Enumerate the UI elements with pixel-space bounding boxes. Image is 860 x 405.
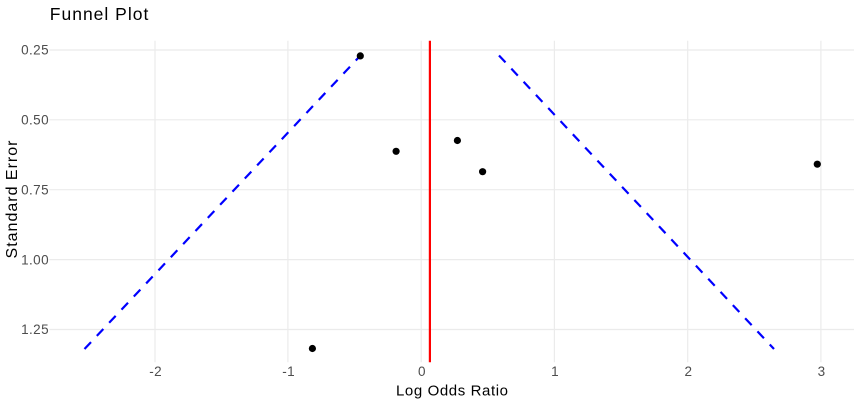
svg-text:Funnel Plot: Funnel Plot bbox=[50, 4, 150, 24]
svg-text:2: 2 bbox=[684, 364, 692, 379]
svg-text:1.00: 1.00 bbox=[21, 252, 49, 267]
svg-text:Standard Error: Standard Error bbox=[4, 140, 21, 259]
svg-text:Log Odds Ratio: Log Odds Ratio bbox=[396, 383, 509, 400]
svg-text:0.25: 0.25 bbox=[21, 43, 49, 58]
svg-text:1: 1 bbox=[551, 364, 559, 379]
svg-text:0.50: 0.50 bbox=[21, 113, 49, 128]
svg-text:-2: -2 bbox=[149, 364, 162, 379]
svg-text:0.75: 0.75 bbox=[21, 182, 49, 197]
svg-text:-1: -1 bbox=[282, 364, 295, 379]
svg-text:1.25: 1.25 bbox=[21, 322, 49, 337]
svg-text:3: 3 bbox=[818, 364, 826, 379]
svg-text:0: 0 bbox=[418, 364, 426, 379]
